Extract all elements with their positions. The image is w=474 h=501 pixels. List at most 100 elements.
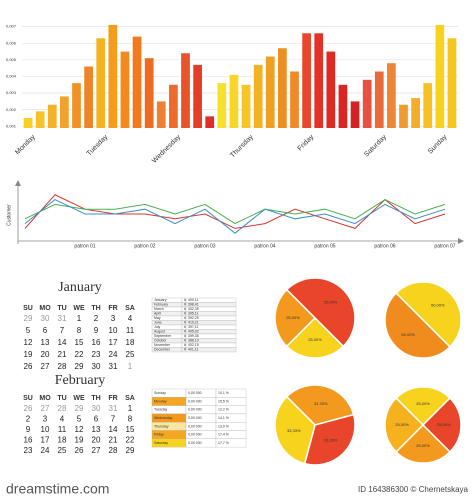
day: 19 — [75, 436, 84, 445]
day: 31 — [58, 314, 67, 323]
day: 31 — [109, 404, 118, 413]
day: 25 — [126, 350, 135, 359]
day: 9 — [26, 425, 31, 434]
x-tick-label: patron 01 — [74, 243, 95, 249]
calendar-title: January — [58, 280, 102, 295]
day: 21 — [58, 350, 67, 359]
table-text: November — [154, 343, 171, 347]
line-series — [24, 194, 446, 229]
weekday: SA — [125, 305, 135, 312]
slice-label: 25,00% — [308, 337, 322, 342]
day: 26 — [75, 446, 84, 455]
bar — [132, 36, 142, 128]
day: 4 — [128, 314, 133, 323]
bar — [290, 71, 299, 128]
x-tick-label: Friday — [297, 133, 316, 152]
slice-label: 50,00% — [431, 302, 445, 307]
weekday: WE — [73, 305, 85, 312]
day: 29 — [126, 446, 135, 455]
slice-label: 25,00% — [395, 422, 409, 427]
table-text: Friday — [154, 433, 164, 437]
table-text: 13,0 % — [218, 424, 229, 428]
day: 6 — [43, 326, 48, 335]
table-cell — [185, 347, 237, 353]
bar — [96, 38, 106, 128]
x-tick-label: Saturday — [363, 133, 388, 158]
day: 29 — [75, 404, 84, 413]
day: 18 — [126, 338, 135, 347]
day: 12 — [75, 425, 84, 434]
day: 5 — [26, 326, 31, 335]
y-tick-label: 0,003 — [6, 90, 17, 95]
pie-slice — [384, 292, 451, 359]
table-text: July — [154, 325, 160, 329]
bar — [108, 24, 118, 128]
table-text: 402,15 — [188, 343, 199, 347]
day: 25 — [58, 446, 67, 455]
y-tick-label: 0,006 — [6, 40, 17, 45]
day: 26 — [24, 362, 33, 371]
bar — [169, 84, 178, 128]
weekday: WE — [73, 395, 85, 402]
credit: ID 164386300 © Chernetskaya — [358, 485, 469, 494]
day: 12 — [24, 338, 33, 347]
table-text: 0,00 000 — [188, 399, 202, 403]
day: 22 — [75, 350, 84, 359]
day: 2 — [26, 415, 31, 424]
day: 21 — [109, 436, 118, 445]
pie-slice — [384, 397, 425, 453]
bar — [193, 64, 202, 128]
table-text: October — [154, 339, 167, 343]
day: 4 — [60, 415, 65, 424]
bar — [278, 48, 287, 128]
bar — [35, 111, 45, 128]
day: 6 — [94, 415, 99, 424]
day: 8 — [128, 415, 133, 424]
table-text: 0,00 000 — [188, 416, 202, 420]
day: 28 — [58, 404, 67, 413]
y-tick-label: 0,001 — [6, 123, 17, 128]
table-text: 401,11 — [188, 348, 198, 352]
table-text: # — [184, 316, 186, 320]
bar — [229, 74, 239, 128]
bar — [374, 71, 384, 128]
bar — [205, 116, 215, 128]
day: 22 — [126, 436, 135, 445]
y-tick-label: 0,004 — [6, 74, 17, 79]
table-text: 395,11 — [188, 312, 198, 316]
x-tick-label: Tuesday — [86, 133, 110, 157]
day: 8 — [77, 326, 82, 335]
day: 29 — [24, 314, 33, 323]
pie-slice — [395, 386, 451, 427]
table-text: 15,5 % — [218, 399, 229, 403]
day: 3 — [111, 314, 116, 323]
bar — [120, 51, 130, 128]
day: 20 — [41, 350, 50, 359]
day: 26 — [24, 404, 33, 413]
day: 29 — [75, 362, 84, 371]
bar — [181, 53, 190, 128]
table-text: # — [184, 330, 186, 334]
weekday: TH — [91, 305, 100, 312]
weekday: TH — [91, 395, 100, 402]
table-text: 0,00 000 — [188, 433, 202, 437]
bar — [387, 63, 396, 129]
line-series — [24, 199, 446, 234]
day: 3 — [43, 415, 48, 424]
day: 27 — [41, 362, 50, 371]
x-tick-label: Wednesday — [151, 133, 182, 164]
pie-slice — [395, 423, 451, 464]
x-tick-label: patron 06 — [374, 243, 395, 249]
pie-slice — [421, 397, 462, 453]
bar — [411, 98, 420, 128]
table-text: 397,11 — [188, 325, 198, 329]
weekday: SA — [125, 395, 135, 402]
table-text: March — [154, 307, 164, 311]
bar — [156, 101, 166, 128]
day: 14 — [58, 338, 67, 347]
day: 23 — [24, 446, 33, 455]
table-cell — [215, 438, 247, 448]
table-text: 17,7 % — [218, 441, 229, 445]
day: 18 — [58, 436, 67, 445]
